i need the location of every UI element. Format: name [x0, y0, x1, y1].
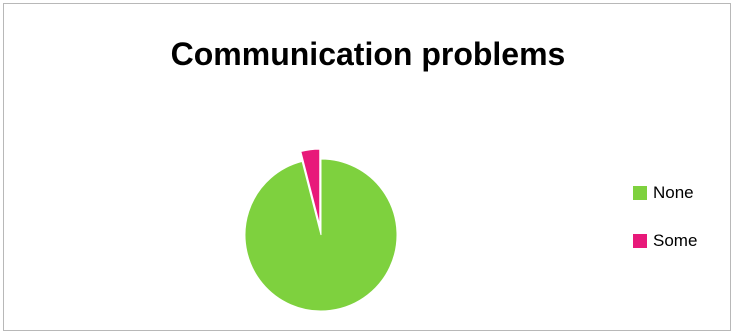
pie-slice-some — [300, 148, 321, 226]
legend-label-some: Some — [653, 231, 698, 250]
legend-swatch-none — [633, 186, 647, 200]
legend-item-none: None — [633, 181, 697, 205]
pie-slice-none — [244, 158, 398, 312]
legend-label-none: None — [653, 183, 694, 202]
legend: None Some — [633, 181, 697, 277]
legend-swatch-some — [633, 234, 647, 248]
chart-title: Communication problems — [170, 36, 566, 72]
legend-item-some: Some — [633, 229, 697, 253]
